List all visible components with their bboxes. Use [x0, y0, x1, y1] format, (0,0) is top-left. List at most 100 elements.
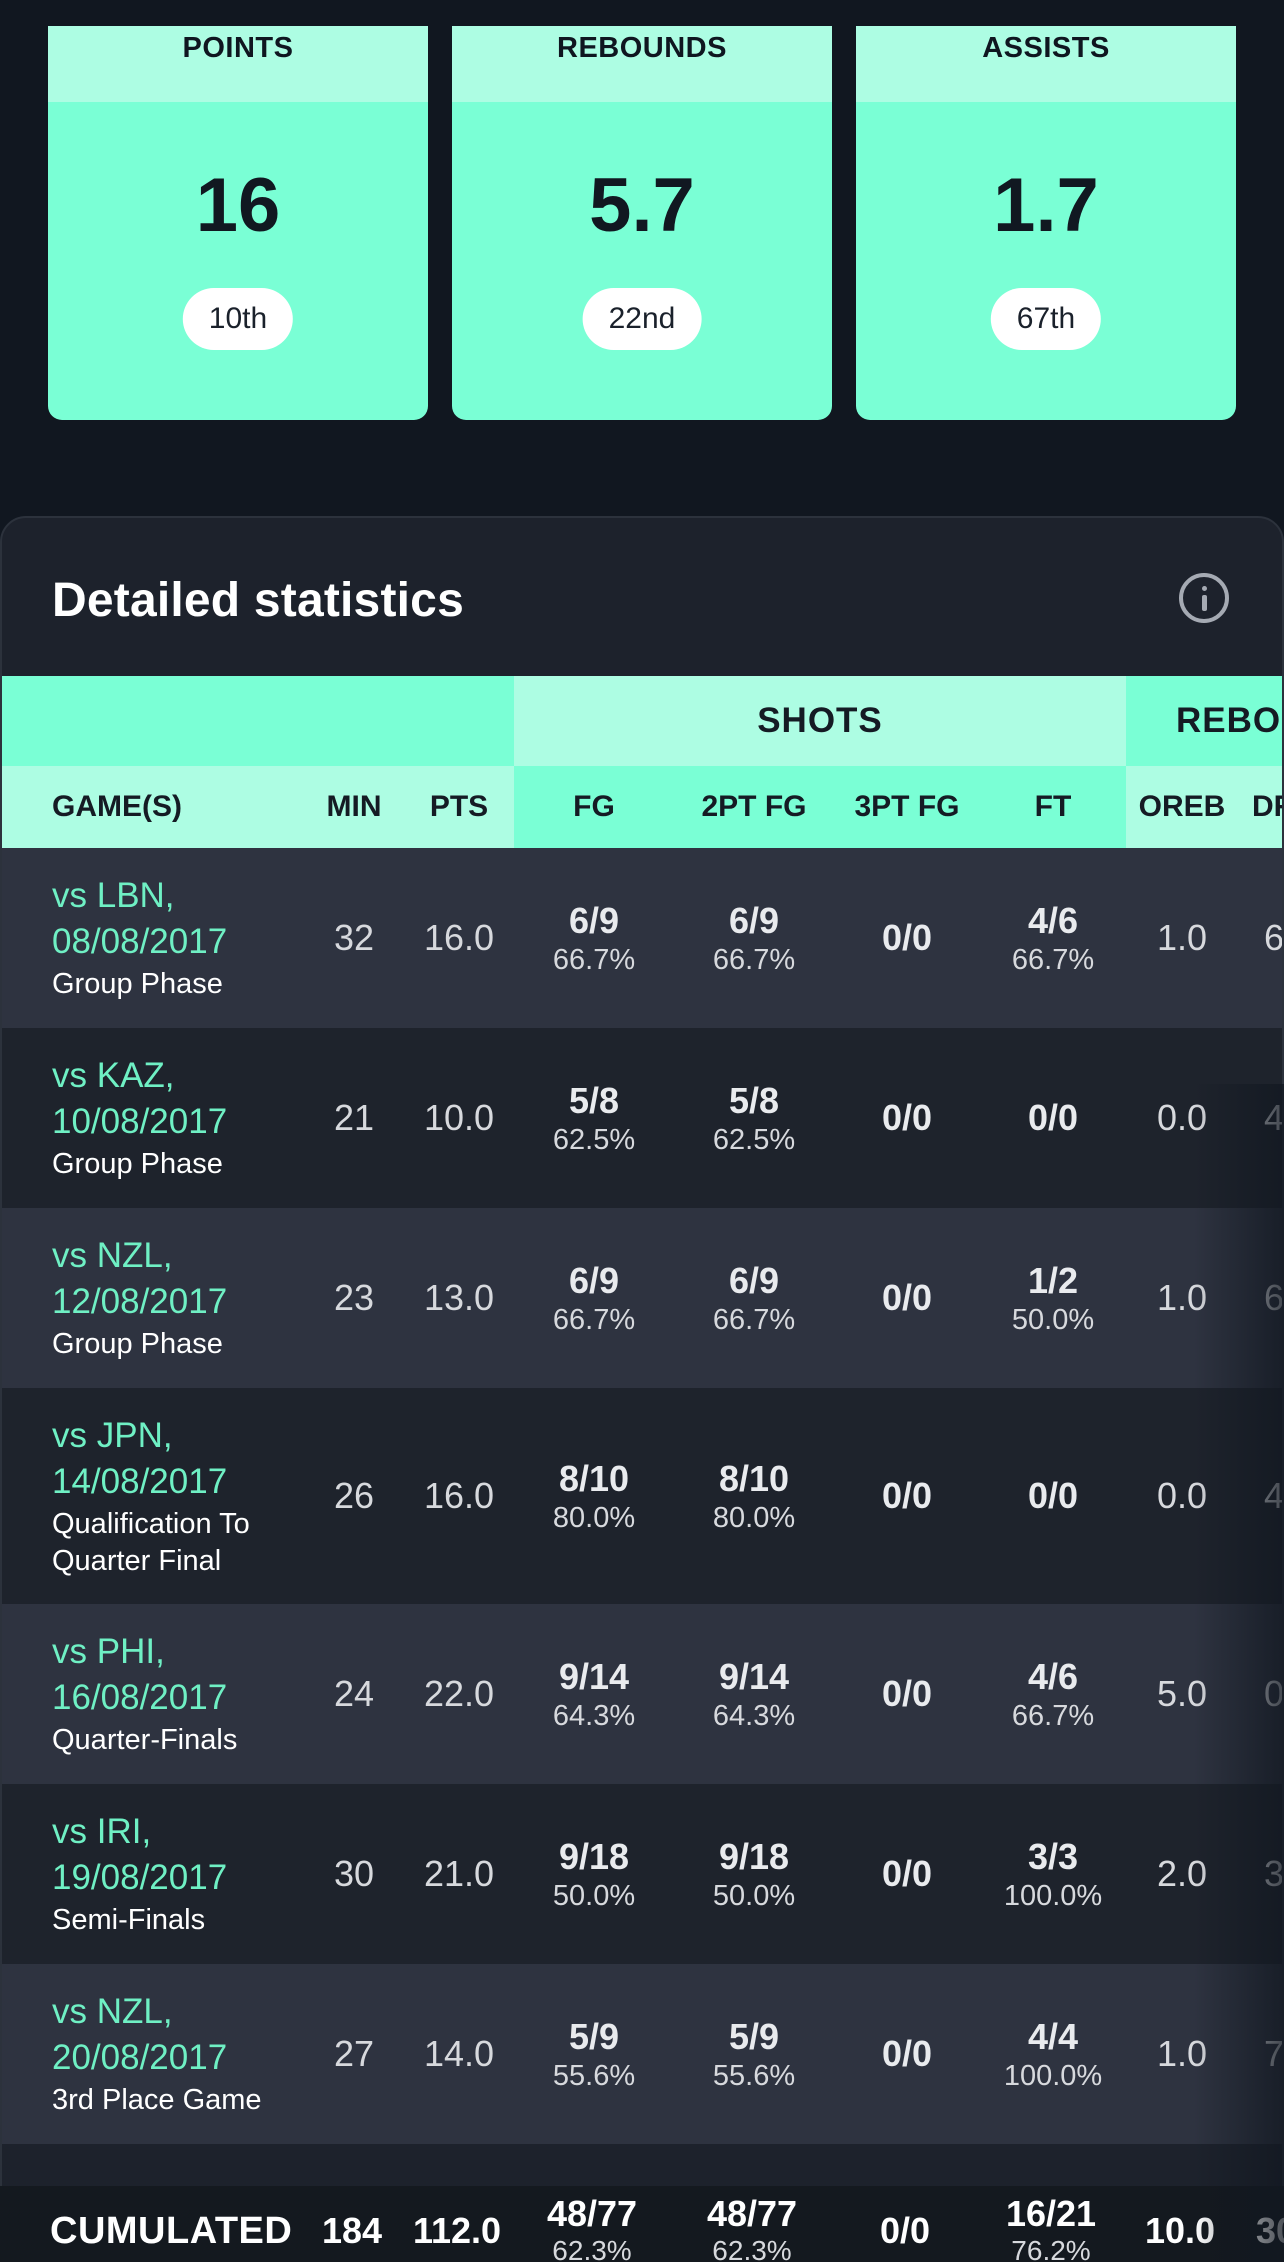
- fg-cell: 6/9 66.7%: [552, 1260, 636, 1336]
- assists-card: ASSISTS 1.7 67th: [856, 26, 1236, 420]
- rebounds-card: REBOUNDS 5.7 22nd: [452, 26, 832, 420]
- total-dreb-cell: 30: [1256, 2210, 1284, 2251]
- opponent-link[interactable]: vs KAZ,: [52, 1056, 175, 1095]
- fg-cell: 5/8 62.5%: [552, 1080, 636, 1156]
- header-dreb[interactable]: DR: [1252, 790, 1282, 823]
- opponent-link[interactable]: vs PHI,: [52, 1632, 165, 1671]
- ft-cell: 1/2 50.0%: [1011, 1260, 1095, 1336]
- game-date-link[interactable]: 20/08/2017: [52, 2038, 228, 2077]
- dreb-cell: 0: [1264, 1673, 1284, 1714]
- game-phase-line2: Quarter Final: [52, 1544, 222, 1577]
- fg3-cell: 0/0: [881, 1475, 933, 1516]
- game-date-link[interactable]: 16/08/2017: [52, 1678, 228, 1717]
- total-min-cell: 184: [321, 2210, 383, 2251]
- fg2-cell: 9/14 64.3%: [712, 1656, 796, 1732]
- game-phase: Qualification To: [52, 1507, 250, 1540]
- table-row: vs PHI, 16/08/2017 Quarter-Finals 24 22.…: [2, 1604, 1284, 1784]
- game-cell: vs JPN, 14/08/2017 Qualification To Quar…: [52, 1388, 250, 1604]
- card-value: 5.7: [589, 163, 695, 248]
- fg-cell: 8/10 80.0%: [552, 1458, 636, 1534]
- fg-cell: 9/14 64.3%: [552, 1656, 636, 1732]
- pts-cell: 16.0: [423, 1475, 495, 1516]
- dreb-cell: 7: [1264, 2033, 1284, 2074]
- game-date-link[interactable]: 10/08/2017: [52, 1102, 228, 1141]
- card-value: 16: [195, 163, 281, 248]
- game-date-link[interactable]: 19/08/2017: [52, 1858, 228, 1897]
- min-cell: 27: [333, 2033, 375, 2074]
- header-3pt-fg[interactable]: 3PT FG: [854, 790, 960, 823]
- game-phase: 3rd Place Game: [52, 2084, 262, 2116]
- game-phase: Group Phase: [52, 1148, 223, 1180]
- column-group-row: SHOTS REBO: [2, 676, 1282, 766]
- min-cell: 21: [333, 1097, 375, 1138]
- game-cell: vs NZL, 12/08/2017 Group Phase: [52, 1208, 227, 1388]
- cumulated-label: CUMULATED: [50, 2210, 293, 2252]
- game-cell: vs PHI, 16/08/2017 Quarter-Finals: [52, 1604, 237, 1784]
- game-cell: vs LBN, 08/08/2017 Group Phase: [52, 848, 227, 1028]
- opponent-link[interactable]: vs NZL,: [52, 1236, 173, 1275]
- min-cell: 32: [333, 917, 375, 958]
- game-phase: Semi-Finals: [52, 1904, 206, 1936]
- info-circle-icon[interactable]: [1179, 573, 1229, 623]
- card-value: 1.7: [993, 163, 1099, 248]
- game-cell: vs NZL, 20/08/2017 3rd Place Game: [52, 1964, 262, 2144]
- ft-cell: 0/0: [1027, 1097, 1079, 1138]
- oreb-cell: 0.0: [1156, 1475, 1208, 1516]
- header-ft[interactable]: FT: [1034, 790, 1072, 823]
- pts-cell: 13.0: [423, 1277, 495, 1318]
- ft-cell: 0/0: [1027, 1475, 1079, 1516]
- stat-cards: POINTS 16 10th REBOUNDS 5.7 22nd ASSISTS…: [48, 26, 1236, 422]
- ft-cell: 4/6 66.7%: [1011, 900, 1095, 976]
- dreb-cell: 6: [1264, 917, 1284, 958]
- card-label: POINTS: [48, 26, 428, 102]
- header-pts[interactable]: PTS: [429, 790, 489, 823]
- opponent-link[interactable]: vs IRI,: [52, 1812, 152, 1851]
- game-cell: vs KAZ, 10/08/2017 Group Phase: [52, 1028, 227, 1208]
- oreb-cell: 0.0: [1156, 1097, 1208, 1138]
- pts-cell: 16.0: [423, 917, 495, 958]
- game-date-link[interactable]: 14/08/2017: [52, 1461, 228, 1501]
- game-phase: Quarter-Finals: [52, 1724, 238, 1756]
- total-oreb-cell: 10.0: [1144, 2210, 1216, 2251]
- header-2pt-fg[interactable]: 2PT FG: [701, 790, 807, 823]
- opponent-link[interactable]: vs LBN,: [52, 876, 175, 915]
- dreb-cell: 4: [1264, 1475, 1284, 1516]
- header-min[interactable]: MIN: [326, 790, 382, 823]
- opponent-link[interactable]: vs NZL,: [52, 1992, 173, 2031]
- total-pts-cell: 112.0: [412, 2210, 502, 2251]
- fg3-cell: 0/0: [881, 2033, 933, 2074]
- fg2-cell: 5/8 62.5%: [712, 1080, 796, 1156]
- dreb-cell: 4: [1264, 1097, 1284, 1138]
- points-card: POINTS 16 10th: [48, 26, 428, 420]
- total-fg2-cell: 48/77 62.3%: [706, 2193, 798, 2262]
- rebounds-group-header: REBO: [1176, 701, 1282, 740]
- dreb-cell: 6: [1264, 1277, 1284, 1318]
- total-fg3-cell: 0/0: [879, 2210, 931, 2251]
- rank-badge: 67th: [990, 288, 1102, 350]
- header-oreb[interactable]: OREB: [1138, 790, 1226, 823]
- total-fg-cell: 48/77 62.3%: [546, 2193, 638, 2262]
- oreb-cell: 2.0: [1156, 1853, 1208, 1894]
- game-phase: Group Phase: [52, 1328, 223, 1360]
- table-row: vs IRI, 19/08/2017 Semi-Finals 30 21.0 9…: [2, 1784, 1284, 1964]
- opponent-link[interactable]: vs JPN,: [52, 1415, 173, 1455]
- game-phase: Group Phase: [52, 968, 223, 1000]
- game-date-link[interactable]: 08/08/2017: [52, 922, 228, 961]
- fg3-cell: 0/0: [881, 917, 933, 958]
- cumulated-row: CUMULATED 184 112.0 48/77 62.3% 48/77 62.3…: [0, 2186, 1284, 2262]
- min-cell: 30: [333, 1853, 375, 1894]
- header-fg[interactable]: FG: [573, 790, 615, 823]
- card-label: REBOUNDS: [452, 26, 832, 102]
- ft-cell: 4/4 100.0%: [1003, 2016, 1103, 2092]
- fg-cell: 5/9 55.6%: [552, 2016, 636, 2092]
- dreb-cell: 3: [1264, 1853, 1284, 1894]
- game-date-link[interactable]: 12/08/2017: [52, 1282, 228, 1321]
- oreb-cell: 1.0: [1156, 917, 1208, 958]
- pts-cell: 22.0: [423, 1673, 495, 1714]
- pts-cell: 14.0: [423, 2033, 495, 2074]
- card-label: ASSISTS: [856, 26, 1236, 102]
- ft-cell: 4/6 66.7%: [1011, 1656, 1095, 1732]
- header-games[interactable]: GAME(S): [52, 790, 182, 823]
- min-cell: 24: [333, 1673, 375, 1714]
- oreb-cell: 1.0: [1156, 1277, 1208, 1318]
